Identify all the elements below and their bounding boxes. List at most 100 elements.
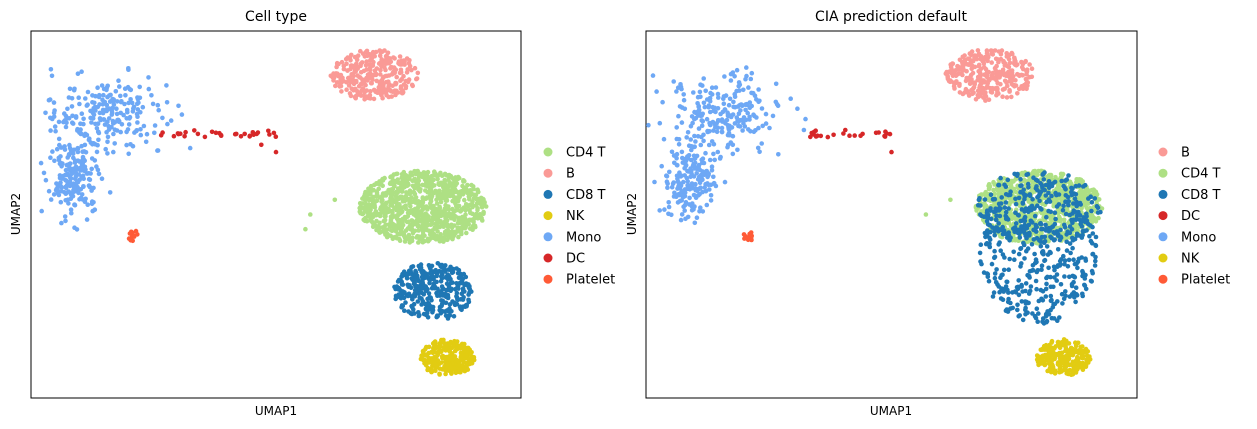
point-cd4-t	[382, 175, 387, 181]
point-mono	[714, 121, 719, 126]
point-mono	[698, 205, 703, 210]
point-nk	[443, 367, 448, 373]
point-mono	[689, 144, 694, 149]
point-mono	[66, 95, 72, 100]
point-b	[398, 86, 404, 91]
point-mono	[749, 70, 755, 76]
point-cd8-t	[1006, 267, 1011, 273]
point-cd8-t	[1050, 181, 1055, 186]
point-b	[343, 56, 349, 62]
point-mono	[693, 139, 698, 144]
point-mono	[709, 92, 715, 97]
point-cd8-t	[1056, 192, 1062, 197]
point-b	[358, 93, 364, 98]
point-b	[1004, 54, 1010, 59]
point-mono	[719, 125, 725, 131]
scatter-points	[38, 48, 489, 377]
point-b	[970, 91, 975, 97]
point-mono	[79, 162, 85, 168]
point-mono	[124, 142, 129, 148]
point-nk	[1084, 350, 1089, 355]
point-b	[392, 70, 398, 75]
point-mono	[48, 197, 54, 202]
point-cd4-t	[369, 212, 375, 217]
point-b	[981, 61, 987, 66]
point-nk	[452, 366, 457, 371]
point-cd8-t	[1022, 256, 1027, 261]
legend-marker	[1158, 168, 1168, 178]
point-cd8-t	[1072, 196, 1078, 202]
point-cd8-t	[402, 308, 407, 314]
point-nk	[441, 345, 447, 350]
point-cd4-t	[394, 171, 400, 177]
point-b	[1012, 84, 1017, 89]
point-b	[960, 63, 965, 69]
point-mono	[53, 128, 58, 134]
point-cd4-t	[470, 227, 475, 232]
point-cd4-t	[409, 218, 415, 223]
point-mono	[48, 128, 53, 133]
point-dc	[813, 134, 819, 139]
point-b	[338, 77, 344, 83]
point-cd8-t	[1035, 319, 1040, 325]
point-b	[398, 78, 403, 83]
legend-item: NK	[1158, 252, 1200, 267]
point-mono	[96, 137, 101, 143]
point-mono	[767, 125, 772, 131]
point-cd4-t	[456, 174, 461, 180]
point-cd4-t	[421, 170, 427, 175]
point-cd4-t	[422, 224, 428, 229]
point-b	[384, 54, 390, 60]
point-nk	[1084, 359, 1090, 365]
point-nk	[1040, 355, 1045, 361]
point-cd8-t	[976, 197, 982, 203]
point-b	[1000, 67, 1006, 73]
legend-marker	[543, 147, 553, 157]
point-mono	[54, 181, 59, 186]
point-mono	[89, 201, 95, 206]
point-cd8-t	[982, 197, 988, 202]
point-cd8-t	[464, 303, 469, 309]
point-b	[344, 87, 349, 92]
point-mono	[105, 139, 110, 145]
point-nk	[1038, 361, 1044, 366]
point-nk	[1066, 371, 1071, 377]
point-mono	[689, 114, 695, 119]
point-mono	[671, 79, 676, 84]
point-mono	[85, 102, 90, 107]
point-mono	[110, 118, 116, 124]
point-cd4-t	[433, 206, 439, 212]
legend-item: DC	[543, 252, 585, 267]
point-mono	[735, 147, 740, 153]
point-dc	[825, 134, 831, 140]
point-mono	[126, 100, 131, 106]
point-cd4-t	[381, 210, 387, 216]
point-mono	[98, 117, 103, 123]
point-cd8-t	[1054, 272, 1060, 277]
point-mono	[80, 168, 86, 173]
point-b	[978, 66, 984, 72]
point-cd4-t	[389, 208, 395, 214]
point-mono	[737, 117, 743, 123]
point-mono	[96, 171, 102, 177]
point-cd8-t	[1027, 192, 1033, 197]
point-mono	[742, 124, 748, 129]
point-mono	[38, 160, 44, 166]
point-nk	[1055, 361, 1061, 367]
point-mono	[676, 113, 681, 119]
point-mono	[730, 151, 736, 157]
point-cd4-t	[435, 176, 440, 182]
point-mono	[685, 214, 691, 220]
point-cd8-t	[1030, 197, 1035, 202]
point-cd8-t	[1000, 252, 1006, 257]
point-cd4-t	[376, 186, 382, 192]
point-cd4-t	[472, 223, 478, 228]
point-mono	[692, 109, 697, 115]
point-mono	[79, 69, 84, 74]
point-b	[348, 66, 353, 72]
point-b	[968, 72, 974, 78]
point-cd8-t	[1067, 241, 1073, 246]
point-dc	[847, 133, 852, 138]
point-cd4-t	[439, 238, 444, 243]
point-mono	[693, 187, 699, 193]
